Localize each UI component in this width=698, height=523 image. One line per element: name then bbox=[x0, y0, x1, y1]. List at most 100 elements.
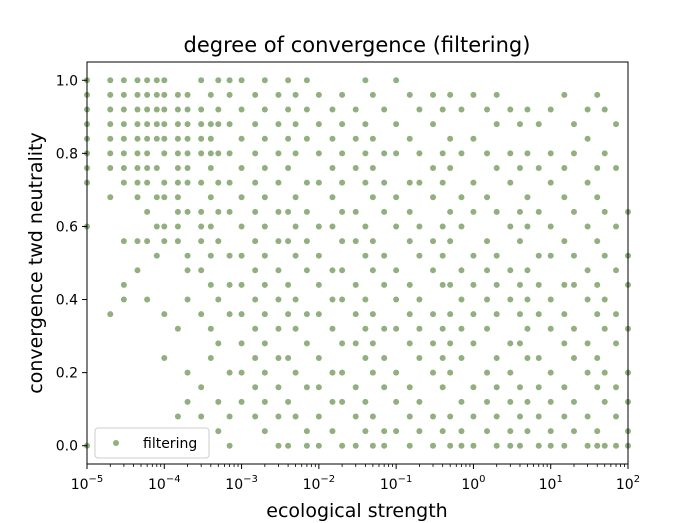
data-point bbox=[570, 121, 577, 128]
data-point bbox=[406, 384, 413, 391]
data-point bbox=[613, 164, 620, 171]
data-point bbox=[352, 413, 359, 420]
data-point bbox=[315, 442, 322, 449]
data-point bbox=[174, 208, 181, 215]
data-point bbox=[561, 413, 568, 420]
data-point bbox=[594, 194, 601, 201]
data-point bbox=[161, 238, 168, 245]
data-point bbox=[416, 398, 423, 405]
data-point bbox=[516, 238, 523, 245]
data-point bbox=[207, 252, 214, 259]
data-point bbox=[601, 106, 608, 113]
data-point bbox=[174, 238, 181, 245]
x-tick-label: 100 bbox=[461, 474, 485, 493]
data-point bbox=[369, 413, 376, 420]
data-point bbox=[369, 91, 376, 98]
data-point bbox=[570, 355, 577, 362]
data-point bbox=[493, 311, 500, 318]
data-point bbox=[198, 121, 205, 128]
data-point bbox=[416, 252, 423, 259]
data-point bbox=[261, 77, 268, 84]
data-point bbox=[458, 223, 465, 230]
data-point bbox=[107, 311, 114, 318]
data-point bbox=[369, 164, 376, 171]
data-point bbox=[303, 238, 310, 245]
data-point bbox=[594, 164, 601, 171]
data-point bbox=[174, 135, 181, 142]
data-point bbox=[584, 223, 591, 230]
data-point bbox=[252, 179, 259, 186]
data-point bbox=[261, 311, 268, 318]
data-point bbox=[447, 369, 454, 376]
data-point bbox=[120, 296, 127, 303]
data-point bbox=[315, 384, 322, 391]
data-point bbox=[285, 208, 292, 215]
data-point bbox=[261, 106, 268, 113]
data-point bbox=[406, 91, 413, 98]
data-point bbox=[144, 135, 151, 142]
data-point bbox=[362, 355, 369, 362]
data-point bbox=[339, 238, 346, 245]
data-point bbox=[275, 442, 282, 449]
data-point bbox=[303, 267, 310, 274]
data-point bbox=[507, 296, 514, 303]
data-point bbox=[547, 252, 554, 259]
data-point bbox=[120, 164, 127, 171]
data-point bbox=[107, 77, 114, 84]
data-point bbox=[184, 150, 191, 157]
data-point bbox=[470, 91, 477, 98]
data-point bbox=[315, 413, 322, 420]
legend-marker bbox=[113, 440, 119, 446]
data-point bbox=[406, 179, 413, 186]
data-point bbox=[484, 267, 491, 274]
data-point bbox=[406, 135, 413, 142]
data-point bbox=[339, 398, 346, 405]
data-point bbox=[215, 296, 222, 303]
data-point bbox=[516, 384, 523, 391]
data-point bbox=[406, 208, 413, 215]
data-point bbox=[561, 91, 568, 98]
data-point bbox=[161, 121, 168, 128]
data-point bbox=[174, 164, 181, 171]
data-point bbox=[275, 296, 282, 303]
data-point bbox=[507, 442, 514, 449]
data-point bbox=[226, 77, 233, 84]
data-point bbox=[516, 208, 523, 215]
data-point bbox=[516, 281, 523, 288]
data-point bbox=[252, 238, 259, 245]
data-point bbox=[285, 355, 292, 362]
data-point bbox=[516, 442, 523, 449]
data-point bbox=[303, 179, 310, 186]
data-point bbox=[238, 77, 245, 84]
data-point bbox=[406, 413, 413, 420]
data-point bbox=[303, 340, 310, 347]
data-point bbox=[601, 369, 608, 376]
data-point bbox=[134, 106, 141, 113]
data-point bbox=[524, 194, 531, 201]
data-point bbox=[153, 164, 160, 171]
data-point bbox=[547, 428, 554, 435]
data-point bbox=[226, 252, 233, 259]
data-point bbox=[275, 179, 282, 186]
data-point bbox=[458, 428, 465, 435]
data-point bbox=[153, 194, 160, 201]
data-point bbox=[329, 369, 336, 376]
data-point bbox=[134, 164, 141, 171]
data-point bbox=[470, 413, 477, 420]
data-point bbox=[134, 135, 141, 142]
data-point bbox=[184, 369, 191, 376]
data-point bbox=[275, 150, 282, 157]
data-point bbox=[470, 311, 477, 318]
data-point bbox=[174, 413, 181, 420]
data-point bbox=[493, 121, 500, 128]
data-point bbox=[207, 164, 214, 171]
data-point bbox=[184, 121, 191, 128]
data-point bbox=[184, 208, 191, 215]
data-point bbox=[406, 238, 413, 245]
data-point bbox=[352, 340, 359, 347]
data-point bbox=[416, 106, 423, 113]
data-point bbox=[570, 252, 577, 259]
data-point bbox=[547, 325, 554, 332]
data-point bbox=[134, 238, 141, 245]
